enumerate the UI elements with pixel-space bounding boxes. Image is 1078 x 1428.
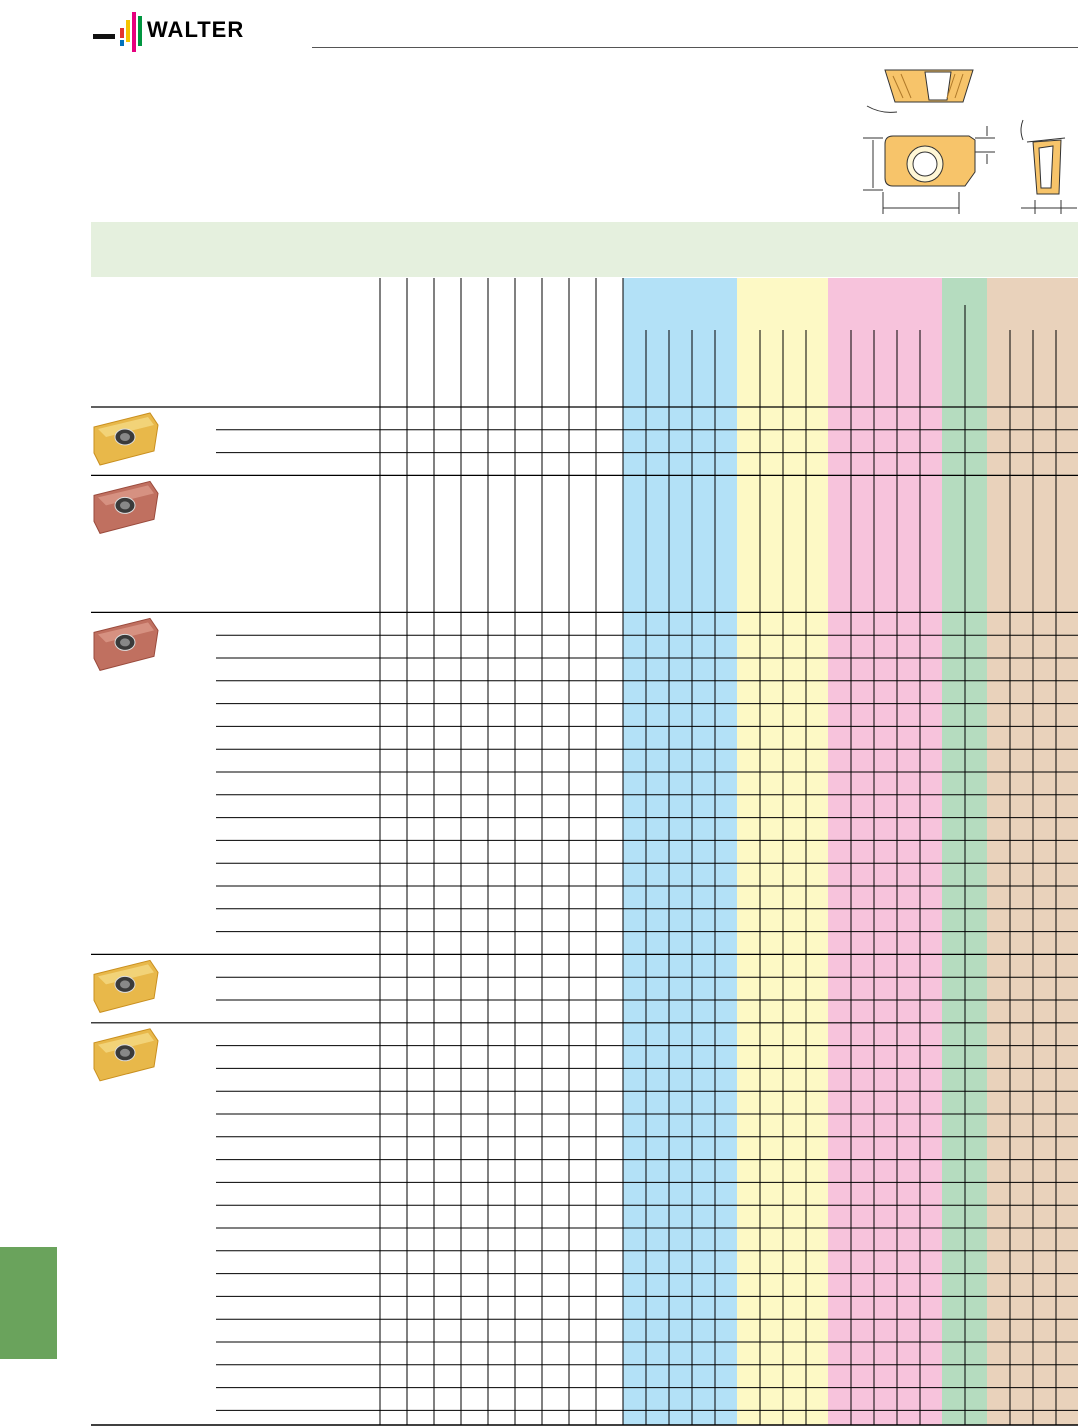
gold-insert-icon: [93, 1028, 159, 1082]
copper-insert-icon: [93, 617, 159, 671]
table-header-band: [91, 222, 1078, 277]
material-band-3: [828, 278, 942, 1425]
gold-insert-icon: [93, 959, 159, 1013]
gold-insert-icon: [93, 412, 159, 466]
brand-name: WALTER: [147, 17, 245, 42]
logo-mark-icon: [93, 12, 142, 52]
section-side-tab[interactable]: [0, 1247, 57, 1359]
material-band-1: [623, 278, 737, 1425]
copper-insert-icon: [93, 480, 159, 534]
insert-geometry-diagram-icon: [863, 69, 1077, 214]
header-rule: [312, 47, 1078, 48]
walter-logo: WALTER: [90, 8, 290, 52]
